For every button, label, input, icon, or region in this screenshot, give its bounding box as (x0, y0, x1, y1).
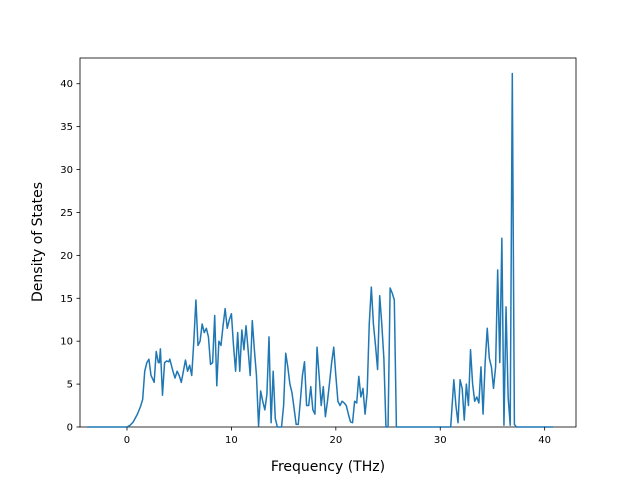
x-axis-ticks: 0 10 20 30 40 (124, 427, 551, 446)
series-layer (87, 72, 554, 428)
x-tick-label: 40 (538, 435, 551, 446)
plot-frame (79, 57, 577, 428)
y-tick-label: 0 (67, 423, 73, 434)
y-tick-label: 40 (60, 79, 73, 90)
y-tick-label: 20 (60, 251, 73, 262)
x-tick-label: 20 (329, 435, 342, 446)
y-axis-label: Density of States (30, 182, 46, 302)
y-tick-label: 25 (60, 208, 73, 219)
x-tick-label: 0 (124, 435, 130, 446)
x-axis-label: Frequency (THz) (271, 459, 385, 475)
x-tick-label: 30 (434, 435, 447, 446)
plot-area (79, 57, 577, 428)
y-axis-ticks: 0 5 10 15 20 25 30 35 40 (60, 79, 80, 434)
y-tick-label: 15 (60, 294, 73, 305)
x-tick-label: 10 (225, 435, 238, 446)
y-tick-label: 30 (60, 165, 73, 176)
y-tick-label: 5 (67, 380, 73, 391)
series-line-0 (87, 72, 554, 428)
y-tick-label: 10 (60, 337, 73, 348)
y-tick-label: 35 (60, 122, 73, 133)
